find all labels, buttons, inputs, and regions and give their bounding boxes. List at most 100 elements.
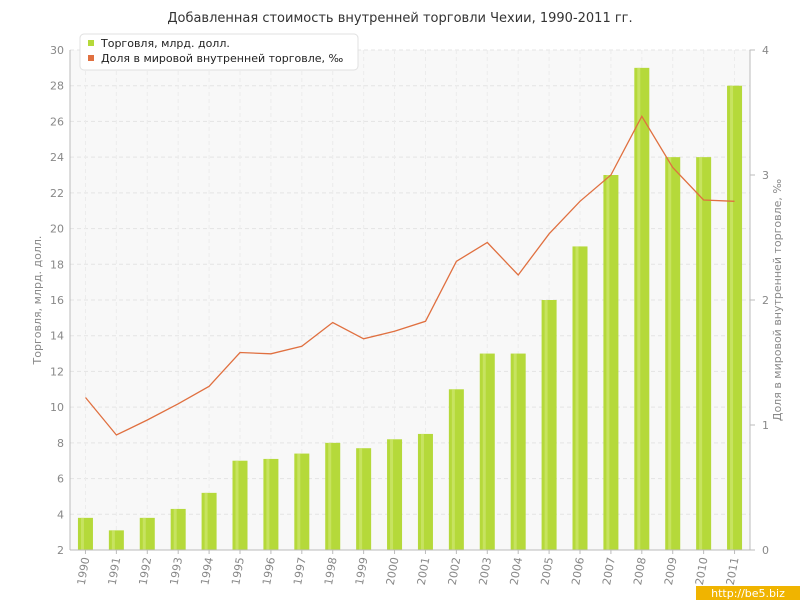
x-tick-label: 1991 bbox=[106, 556, 124, 586]
bar-2007 bbox=[603, 175, 619, 550]
x-tick-label: 1995 bbox=[229, 556, 247, 586]
bar-highlight bbox=[80, 517, 84, 550]
x-tick-label: 2009 bbox=[662, 556, 680, 586]
y-tick-label: 30 bbox=[50, 44, 64, 57]
bar-1994 bbox=[201, 492, 217, 550]
x-tick-label: 2008 bbox=[631, 556, 649, 586]
bar-2011 bbox=[727, 85, 743, 550]
x-tick-label: 1994 bbox=[198, 556, 216, 586]
y-tick-label: 24 bbox=[50, 151, 64, 164]
x-tick-label: 2003 bbox=[477, 556, 495, 586]
x-tick-label: 1998 bbox=[322, 556, 340, 586]
y-tick-label: 16 bbox=[50, 294, 64, 307]
y2-tick-label: 0 bbox=[762, 544, 769, 557]
y2-tick-label: 4 bbox=[762, 44, 769, 57]
bar-2005 bbox=[541, 300, 557, 550]
x-tick-label: 2002 bbox=[446, 556, 464, 586]
chart-title: Добавленная стоимость внутренней торговл… bbox=[167, 11, 632, 26]
x-tick-label: 1999 bbox=[353, 556, 371, 586]
legend-label-line: Доля в мировой внутренней торговле, ‰ bbox=[101, 52, 344, 65]
bar-highlight bbox=[513, 353, 517, 550]
bar-highlight bbox=[575, 246, 579, 550]
x-tick-label: 2005 bbox=[538, 556, 556, 586]
bar-2010 bbox=[696, 157, 712, 550]
y2-tick-label: 3 bbox=[762, 169, 769, 182]
y-tick-label: 2 bbox=[57, 544, 64, 557]
y2-tick-label: 1 bbox=[762, 419, 769, 432]
bar-2000 bbox=[387, 439, 403, 550]
legend: Торговля, млрд. долл. Доля в мировой вну… bbox=[79, 33, 359, 71]
y-tick-label: 28 bbox=[50, 80, 64, 93]
bar-highlight bbox=[420, 433, 424, 550]
bar-1995 bbox=[232, 460, 248, 550]
bar-highlight bbox=[204, 492, 208, 550]
bar-highlight bbox=[266, 458, 270, 550]
x-tick-label: 2000 bbox=[384, 556, 402, 586]
x-tick-label: 2004 bbox=[507, 556, 525, 586]
bar-highlight bbox=[668, 157, 672, 550]
x-tick-label: 1990 bbox=[75, 556, 93, 586]
y-tick-label: 6 bbox=[57, 473, 64, 486]
x-tick-labels: 1990 1991 1992 1993 1994 1995 1996 1997 1998 1999… bbox=[75, 550, 742, 586]
bar-highlight bbox=[173, 508, 177, 550]
y-tick-label: 22 bbox=[50, 187, 64, 200]
line-share bbox=[84, 114, 735, 436]
y-tick-label: 26 bbox=[50, 115, 64, 128]
bar-highlight bbox=[451, 389, 455, 550]
watermark: http://be5.biz bbox=[696, 586, 800, 600]
y-axis-label: Торговля, млрд. долл. bbox=[31, 236, 44, 366]
bar-2009 bbox=[665, 157, 681, 550]
bar-2001 bbox=[417, 433, 433, 550]
x-tick-label: 2006 bbox=[569, 556, 587, 586]
y-tick-label: 14 bbox=[50, 330, 64, 343]
watermark-label: http://be5.biz bbox=[711, 587, 785, 600]
bar-highlight bbox=[111, 530, 115, 550]
y2-axis-label: Доля в мировой внутренней торговле, ‰ bbox=[771, 179, 784, 422]
x-tick-label: 2007 bbox=[600, 556, 618, 586]
bar-2008 bbox=[634, 67, 650, 550]
x-tick-label: 1996 bbox=[260, 556, 278, 586]
y2-tick-labels: 0 1 2 3 4 bbox=[750, 44, 769, 557]
x-tick-label: 1992 bbox=[137, 556, 155, 586]
x-tick-label: 1993 bbox=[167, 556, 185, 586]
bar-series bbox=[77, 67, 743, 550]
bar-highlight bbox=[297, 453, 301, 550]
x-tick-label: 2010 bbox=[693, 556, 711, 586]
y-tick-label: 8 bbox=[57, 437, 64, 450]
bar-highlight bbox=[606, 175, 610, 550]
bar-1991 bbox=[108, 530, 124, 550]
bar-highlight bbox=[482, 353, 486, 550]
bar-highlight bbox=[699, 157, 703, 550]
bar-2004 bbox=[510, 353, 526, 550]
bar-1998 bbox=[325, 442, 341, 550]
legend-box bbox=[79, 33, 359, 71]
legend-label-bars: Торговля, млрд. долл. bbox=[100, 37, 230, 50]
bar-2003 bbox=[479, 353, 495, 550]
bar-highlight bbox=[390, 439, 394, 550]
y-tick-label: 12 bbox=[50, 365, 64, 378]
legend-swatch-bars bbox=[88, 40, 94, 46]
y-tick-label: 10 bbox=[50, 401, 64, 414]
bar-1993 bbox=[170, 508, 186, 550]
bar-1997 bbox=[294, 453, 310, 550]
bar-highlight bbox=[328, 442, 332, 550]
legend-swatch-line bbox=[88, 55, 94, 61]
bar-highlight bbox=[142, 517, 146, 550]
x-tick-label: 2001 bbox=[415, 556, 433, 586]
watermark-background bbox=[696, 586, 800, 600]
bar-1992 bbox=[139, 517, 155, 550]
y2-tick-label: 2 bbox=[762, 294, 769, 307]
bar-highlight bbox=[637, 67, 641, 550]
y-tick-label: 4 bbox=[57, 508, 64, 521]
line-series bbox=[84, 114, 735, 436]
y-tick-label: 20 bbox=[50, 223, 64, 236]
bar-2002 bbox=[448, 389, 464, 550]
bar-1990 bbox=[77, 517, 93, 550]
y-tick-label: 18 bbox=[50, 258, 64, 271]
bar-highlight bbox=[730, 85, 734, 550]
x-tick-label: 2011 bbox=[724, 556, 742, 586]
x-tick-label: 1997 bbox=[291, 556, 309, 586]
bar-highlight bbox=[359, 448, 363, 550]
